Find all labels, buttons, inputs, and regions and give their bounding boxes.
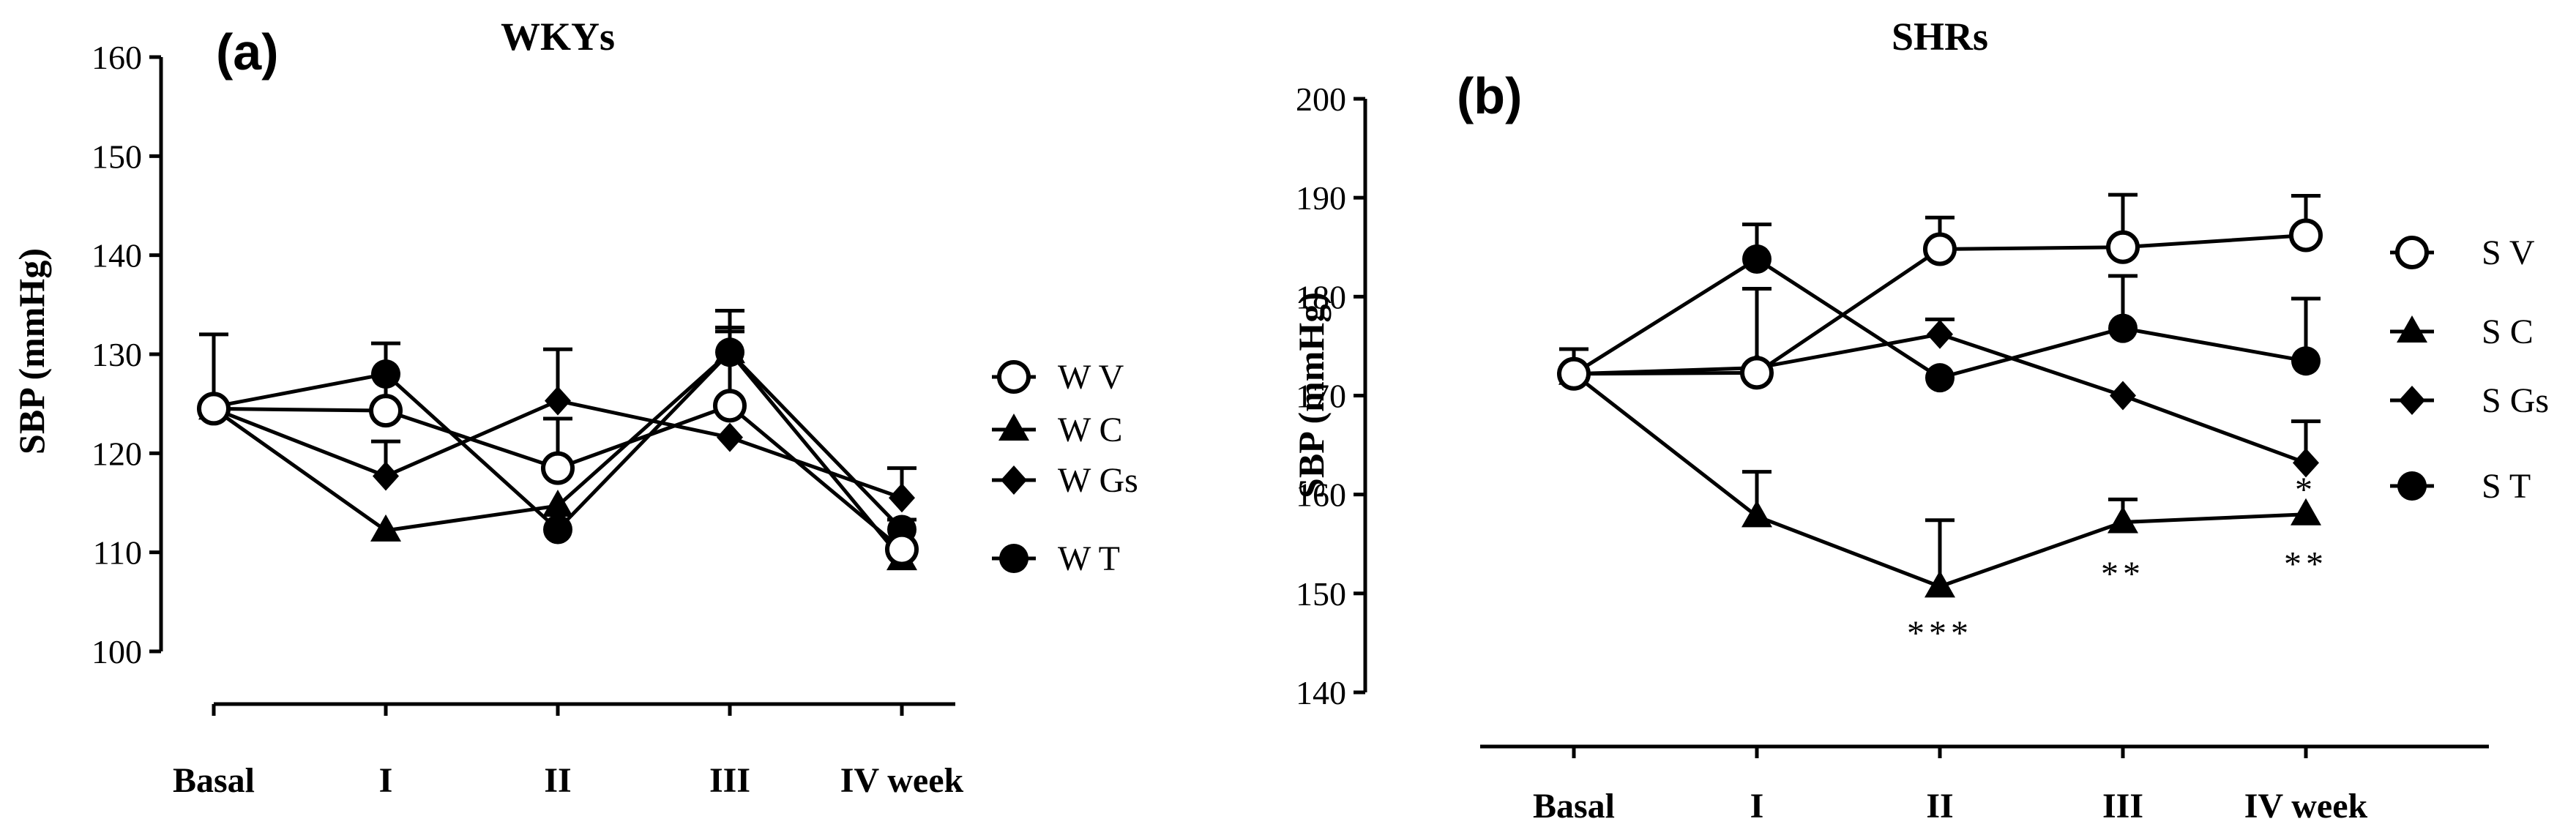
x-tick-label: I [379,761,393,800]
x-tick-label: IV week [840,761,964,800]
data-point-w-gs [545,386,571,416]
data-point-w-c [370,514,401,542]
legend-label: W T [1058,539,1120,578]
significance-marker: ** [2284,545,2328,583]
y-tick-label: 120 [92,435,142,472]
data-point-s-v [1923,232,1957,266]
y-tick-label: 130 [92,336,142,373]
y-tick-label: 180 [1296,278,1346,315]
y-tick-label: 150 [92,138,142,175]
data-point-w-gs [717,422,743,452]
data-point-s-v [2289,218,2323,252]
data-point-s-gs [2293,448,2319,478]
data-point-s-gs [1927,319,1953,349]
y-tick-label: 110 [93,534,142,572]
data-point-s-t [1742,244,1772,274]
x-tick-label: III [2102,787,2143,826]
legend-marker-w-v [997,360,1031,394]
panel-shrs: (b) SHRs 140 150 160 170 180 190 200 SBP (mmHg) Ba… [1291,15,2549,826]
data-point-s-v [2106,230,2140,264]
legend-marker-w-c [998,414,1029,441]
data-point-s-t [2291,346,2321,376]
data-point-s-c [2291,498,2321,525]
data-point-s-v [1557,356,1591,391]
y-tick-label: 190 [1296,179,1346,217]
legend-marker-w-gs [1001,465,1027,495]
x-tick-label: Basal [1533,787,1615,826]
panel-label: (b) [1457,67,1522,124]
data-point-s-c [2108,506,2138,534]
legend-label: W Gs [1058,461,1138,500]
legend-label: S C [2482,313,2534,351]
x-tick-label: II [544,761,571,800]
significance-marker: ** [2101,555,2145,594]
y-tick-label: 160 [1296,476,1346,514]
legend-marker-s-gs [2399,386,2425,415]
data-point-s-t [1925,363,1955,393]
y-tick-label: 140 [1296,674,1346,711]
x-tick-label: II [1926,787,1953,826]
data-point-s-t [2108,313,2138,343]
data-point-w-v [369,394,403,428]
series-line-s-gs [1573,332,2307,465]
y-tick-label: 140 [92,237,142,274]
x-tick-label: I [1750,787,1764,826]
legend-label: W C [1058,411,1122,449]
y-tick-label: 160 [92,39,142,76]
data-point-w-v [541,451,575,485]
data-point-w-v [713,389,747,423]
y-tick-label: 150 [1296,575,1346,613]
data-point-s-c [1741,500,1772,528]
legend-marker-w-t [999,544,1028,573]
legend-marker-s-t [2397,471,2427,501]
legend-label: S V [2482,233,2535,272]
data-point-w-v [197,392,231,426]
data-point-s-gs [2110,381,2136,411]
y-tick-label: 200 [1296,81,1346,118]
data-point-s-c [1924,570,1955,598]
panel-label: (a) [216,23,279,81]
data-point-w-v [885,532,919,566]
x-tick-label: III [709,761,750,800]
x-tick-label: IV week [2244,787,2368,826]
y-tick-label: 100 [92,633,142,670]
chart-title: WKYs [501,15,615,59]
data-point-w-c [714,336,745,364]
data-point-w-gs [373,461,399,491]
legend-marker-s-v [2395,236,2429,269]
data-point-s-v [1740,356,1774,390]
significance-marker: * [2295,471,2317,509]
data-point-w-gs [889,483,915,513]
legend-label: W V [1058,358,1124,397]
legend-label: S T [2482,467,2531,506]
data-point-w-t [543,515,572,545]
legend-marker-s-c [2397,315,2427,343]
y-axis-label: SBP (mmHg) [11,248,52,454]
x-tick-label: Basal [173,761,255,800]
panel-wkys: (a) WKYs 100 110 120 130 140 150 160 SBP (mmHg) Ba… [11,15,1138,800]
y-axis-label: SBP (mmHg) [1291,292,1332,498]
y-tick-label: 170 [1296,378,1346,415]
legend-label: S Gs [2482,381,2549,420]
data-point-w-c [542,490,573,517]
chart-title: SHRs [1892,15,1988,59]
data-point-w-t [371,359,400,389]
significance-marker: *** [1907,614,1973,653]
